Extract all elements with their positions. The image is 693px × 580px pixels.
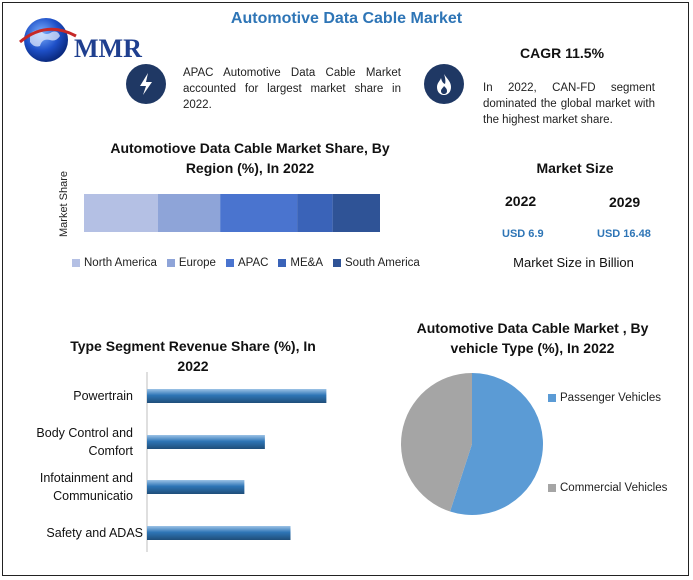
globe-icon xyxy=(19,18,77,62)
region-bar-segment-meanda xyxy=(297,194,333,232)
region-legend-swatch xyxy=(278,259,287,267)
region-y-axis-label: Market Share xyxy=(58,170,70,237)
market-size-caption: Market Size in Billion xyxy=(513,255,634,270)
region-legend-item-north-america: North America xyxy=(72,257,157,269)
pie-slice-passenger-vehicles xyxy=(450,373,543,515)
pie-legend-label-commercial: Commercial Vehicles xyxy=(560,482,668,494)
region-legend-label: APAC xyxy=(237,257,269,269)
market-size-year-2029: 2029 xyxy=(609,194,641,210)
type-category-label-infotainment-and-communicatio: Infotainment and Communicatio xyxy=(39,471,133,503)
pie-legend-commercial: Commercial Vehicles xyxy=(548,482,667,494)
type-bar-chart xyxy=(146,372,327,552)
region-legend-swatch xyxy=(72,259,80,267)
type-bar-infotainment-and-communicatio xyxy=(147,480,245,494)
type-bar-safety-and-adas xyxy=(147,526,291,540)
logo-text: MMR xyxy=(74,34,142,63)
market-size-value-2029: USD 16.48 xyxy=(597,228,651,240)
region-legend-item-south-america: South America xyxy=(333,257,420,269)
type-chart-title: Type Segment Revenue Share (%), In 2022 xyxy=(70,338,316,374)
region-bar-segment-south-america xyxy=(332,194,380,232)
region-bar-segment-apac xyxy=(220,194,298,232)
apac-note: APAC Automotive Data Cable Market accoun… xyxy=(183,67,401,111)
logo: MMR xyxy=(18,12,143,68)
lightning-icon xyxy=(126,64,166,104)
flame-icon xyxy=(424,64,464,104)
pie-legend-label-passenger: Passenger Vehicles xyxy=(560,392,662,404)
type-bar-powertrain xyxy=(147,389,327,403)
region-legend-item-apac: APAC xyxy=(225,257,269,269)
region-legend-label: Europe xyxy=(178,257,216,269)
canfd-note: In 2022, CAN-FD segment dominated the gl… xyxy=(483,82,655,126)
market-size-year-2022: 2022 xyxy=(505,193,537,209)
pie-legend-swatch-passenger xyxy=(548,394,556,402)
region-legend-item-meanda: ME&A xyxy=(278,257,323,269)
region-legend-swatch xyxy=(225,259,234,267)
type-category-label-powertrain: Powertrain xyxy=(73,389,133,403)
region-legend-item-europe: Europe xyxy=(166,257,216,269)
vehicle-pie-chart xyxy=(401,373,543,515)
region-legend-label: North America xyxy=(84,257,157,269)
type-category-label-body-control-and-comfort: Body Control and Comfort xyxy=(36,426,133,458)
pie-legend-passenger: Passenger Vehicles xyxy=(548,392,661,404)
pie-chart-title: Automotive Data Cable Market , By vehicl… xyxy=(416,320,649,356)
market-size-title: Market Size xyxy=(536,160,614,176)
type-category-label-safety-and-adas: Safety and ADAS xyxy=(46,526,143,540)
pie-legend-swatch-commercial xyxy=(548,484,556,492)
region-legend-label: ME&A xyxy=(290,257,324,269)
region-legend-label: South America xyxy=(345,257,420,269)
pie-slice-commercial-vehicles xyxy=(401,373,472,512)
main-title: Automotive Data Cable Market xyxy=(230,10,463,27)
market-size-value-2022: USD 6.9 xyxy=(502,228,544,240)
region-stacked-bar xyxy=(84,194,380,232)
region-legend: North America Europe APAC ME&A South America xyxy=(72,257,420,269)
cagr-label: CAGR 11.5% xyxy=(520,45,605,61)
type-bar-body-control-and-comfort xyxy=(147,435,265,449)
region-bar-segment-north-america xyxy=(84,194,158,232)
region-legend-swatch xyxy=(333,259,342,267)
region-legend-swatch xyxy=(166,259,175,267)
region-bar-segment-europe xyxy=(158,194,221,232)
region-chart-title: Automotiove Data Cable Market Share, By … xyxy=(110,140,390,176)
